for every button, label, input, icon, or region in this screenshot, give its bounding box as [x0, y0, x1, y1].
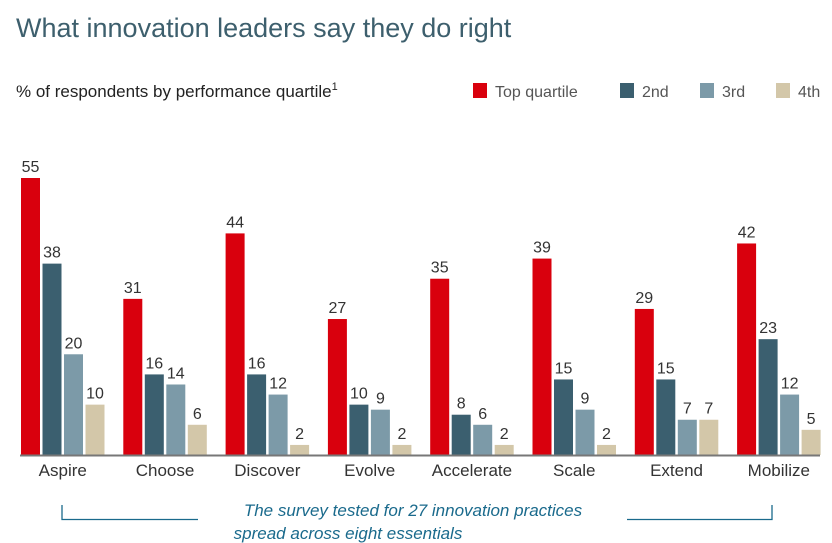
data-label: 15	[555, 360, 573, 377]
data-label: 2	[602, 426, 611, 443]
chart-title: What innovation leaders say they do righ…	[16, 13, 512, 43]
legend-swatch-3	[776, 83, 790, 98]
bar-extend-3	[699, 419, 719, 455]
x-tick-label: Aspire	[39, 461, 87, 480]
data-label: 6	[478, 406, 487, 423]
chart-subtitle: % of respondents by performance quartile…	[16, 81, 338, 101]
bar-accelerate-1	[451, 414, 471, 455]
bars: 55382010Aspire3116146Choose4416122Discov…	[21, 159, 821, 480]
data-label: 20	[65, 335, 83, 352]
bar-evolve-2	[370, 409, 390, 455]
bar-mobilize-0	[737, 243, 757, 455]
data-label: 6	[193, 406, 202, 423]
legend-swatch-2	[700, 83, 714, 98]
x-tick-label: Scale	[553, 461, 596, 480]
legend-label-3: 4th	[798, 84, 820, 101]
bar-discover-2	[268, 394, 288, 455]
bar-accelerate-3	[494, 444, 514, 455]
data-label: 9	[581, 391, 590, 408]
data-label: 2	[295, 426, 304, 443]
bracket-left	[61, 505, 198, 521]
data-label: 10	[350, 386, 368, 403]
bar-accelerate-0	[430, 278, 450, 455]
bar-aspire-2	[64, 354, 83, 455]
annotation-line-2: spread across eight essentials	[234, 524, 463, 543]
data-label: 44	[226, 214, 244, 231]
bar-extend-0	[634, 308, 654, 455]
data-label: 2	[500, 426, 509, 443]
data-label: 15	[657, 360, 675, 377]
data-label: 16	[248, 355, 266, 372]
data-label: 12	[269, 376, 287, 393]
data-label: 8	[457, 396, 466, 413]
bar-evolve-1	[349, 404, 369, 455]
bracket-right	[627, 505, 773, 521]
data-label: 23	[759, 320, 777, 337]
data-label: 27	[329, 300, 347, 317]
data-label: 10	[86, 386, 104, 403]
bar-discover-1	[247, 374, 267, 455]
x-tick-label: Extend	[650, 461, 703, 480]
data-label: 16	[145, 355, 163, 372]
bar-evolve-3	[392, 444, 412, 455]
x-tick-label: Evolve	[344, 461, 395, 480]
data-label: 5	[807, 411, 816, 428]
legend-label-1: 2nd	[642, 84, 669, 101]
data-label: 31	[124, 280, 142, 297]
bar-accelerate-2	[473, 424, 493, 455]
legend-label-0: Top quartile	[495, 84, 578, 101]
legend-label-2: 3rd	[722, 84, 745, 101]
x-tick-label: Accelerate	[432, 461, 512, 480]
bar-aspire-0	[21, 178, 40, 455]
data-label: 35	[431, 260, 449, 277]
bar-mobilize-3	[801, 429, 821, 455]
data-label: 55	[22, 159, 40, 176]
bar-discover-3	[290, 444, 310, 455]
bar-aspire-3	[85, 404, 105, 455]
data-label: 2	[397, 426, 406, 443]
bar-mobilize-2	[780, 394, 800, 455]
bar-choose-1	[144, 374, 164, 455]
bar-choose-0	[123, 298, 143, 455]
bar-aspire-1	[42, 263, 62, 455]
x-tick-label: Mobilize	[748, 461, 810, 480]
bar-extend-1	[656, 379, 676, 455]
legend-swatch-1	[620, 83, 634, 98]
bar-scale-1	[554, 379, 573, 455]
data-label: 9	[376, 391, 385, 408]
data-label: 14	[167, 365, 185, 382]
bar-extend-2	[677, 419, 697, 455]
data-label: 7	[683, 401, 692, 418]
legend: Top quartile 2nd 3rd 4th	[473, 83, 820, 101]
data-label: 29	[635, 290, 653, 307]
bar-discover-0	[225, 233, 245, 455]
x-tick-label: Choose	[136, 461, 195, 480]
bar-choose-2	[166, 384, 186, 455]
data-label: 7	[704, 401, 713, 418]
x-tick-label: Discover	[234, 461, 300, 480]
bar-evolve-0	[327, 319, 347, 455]
bar-scale-3	[597, 444, 616, 455]
data-label: 12	[781, 376, 799, 393]
data-label: 38	[43, 245, 61, 262]
bar-mobilize-1	[758, 339, 778, 455]
legend-swatch-0	[473, 83, 487, 98]
data-label: 39	[533, 240, 551, 257]
bar-scale-2	[575, 409, 595, 455]
bar-choose-3	[187, 424, 207, 455]
bar-scale-0	[532, 258, 552, 455]
annotation-line-1: The survey tested for 27 innovation prac…	[244, 501, 583, 520]
data-label: 42	[738, 224, 756, 241]
